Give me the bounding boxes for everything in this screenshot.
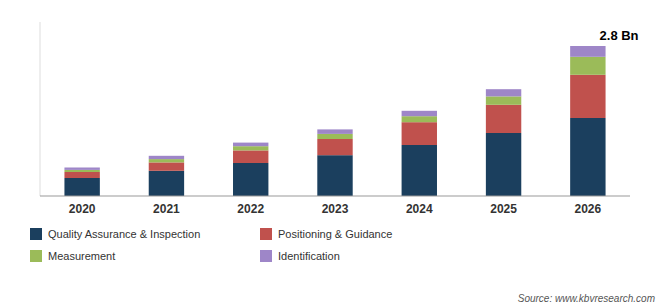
bar-segment xyxy=(149,159,184,162)
x-tick-label: 2021 xyxy=(153,202,180,216)
legend-swatch xyxy=(260,250,272,262)
bar-segment xyxy=(233,163,268,196)
bar-segment xyxy=(64,168,99,170)
legend-swatch xyxy=(260,228,272,240)
bar-segment xyxy=(149,162,184,170)
legend-label: Positioning & Guidance xyxy=(278,228,392,240)
bar-segment xyxy=(317,139,352,155)
legend-label: Quality Assurance & Inspection xyxy=(48,228,200,240)
legend-swatch xyxy=(30,228,42,240)
bar-segment xyxy=(317,155,352,196)
bar-segment xyxy=(486,89,521,96)
source-text: Source: www.kbvresearch.com xyxy=(518,293,655,304)
legend-label: Identification xyxy=(278,250,340,262)
bar-segment xyxy=(149,156,184,159)
bar-segment xyxy=(64,172,99,178)
legend-swatch xyxy=(30,250,42,262)
x-tick-label: 2022 xyxy=(237,202,264,216)
bar-segment xyxy=(317,129,352,134)
bar-segment xyxy=(402,122,437,145)
bar-segment xyxy=(486,133,521,196)
x-tick-label: 2025 xyxy=(490,202,517,216)
x-tick-label: 2026 xyxy=(575,202,602,216)
bar-segment xyxy=(402,111,437,116)
y-range-line xyxy=(40,22,41,196)
bar-segment xyxy=(486,105,521,133)
x-axis-line xyxy=(40,196,630,197)
bar-segment xyxy=(486,96,521,104)
bar-segment xyxy=(149,171,184,196)
bar-segment xyxy=(233,143,268,147)
bar-segment xyxy=(570,75,605,118)
x-tick-label: 2024 xyxy=(406,202,433,216)
bar-segment xyxy=(570,118,605,196)
annotation: 2.8 Bn xyxy=(600,28,639,43)
bars xyxy=(64,46,605,196)
legend: Quality Assurance & Inspection Positionin… xyxy=(30,228,392,262)
bar-segment xyxy=(233,150,268,163)
legend-label: Measurement xyxy=(48,250,115,262)
bar-segment xyxy=(570,46,605,57)
bar-segment xyxy=(402,145,437,196)
bar-segment xyxy=(317,134,352,139)
chart: 2020 2021 2022 2023 2024 2025 2026 2.8 Bn Qualit… xyxy=(0,0,667,308)
bar-segment xyxy=(233,146,268,150)
bar-segment xyxy=(64,170,99,172)
bar-segment xyxy=(64,178,99,196)
bar-segment xyxy=(570,57,605,75)
x-tick-label: 2020 xyxy=(69,202,96,216)
x-tick-label: 2023 xyxy=(322,202,349,216)
bar-segment xyxy=(402,116,437,122)
